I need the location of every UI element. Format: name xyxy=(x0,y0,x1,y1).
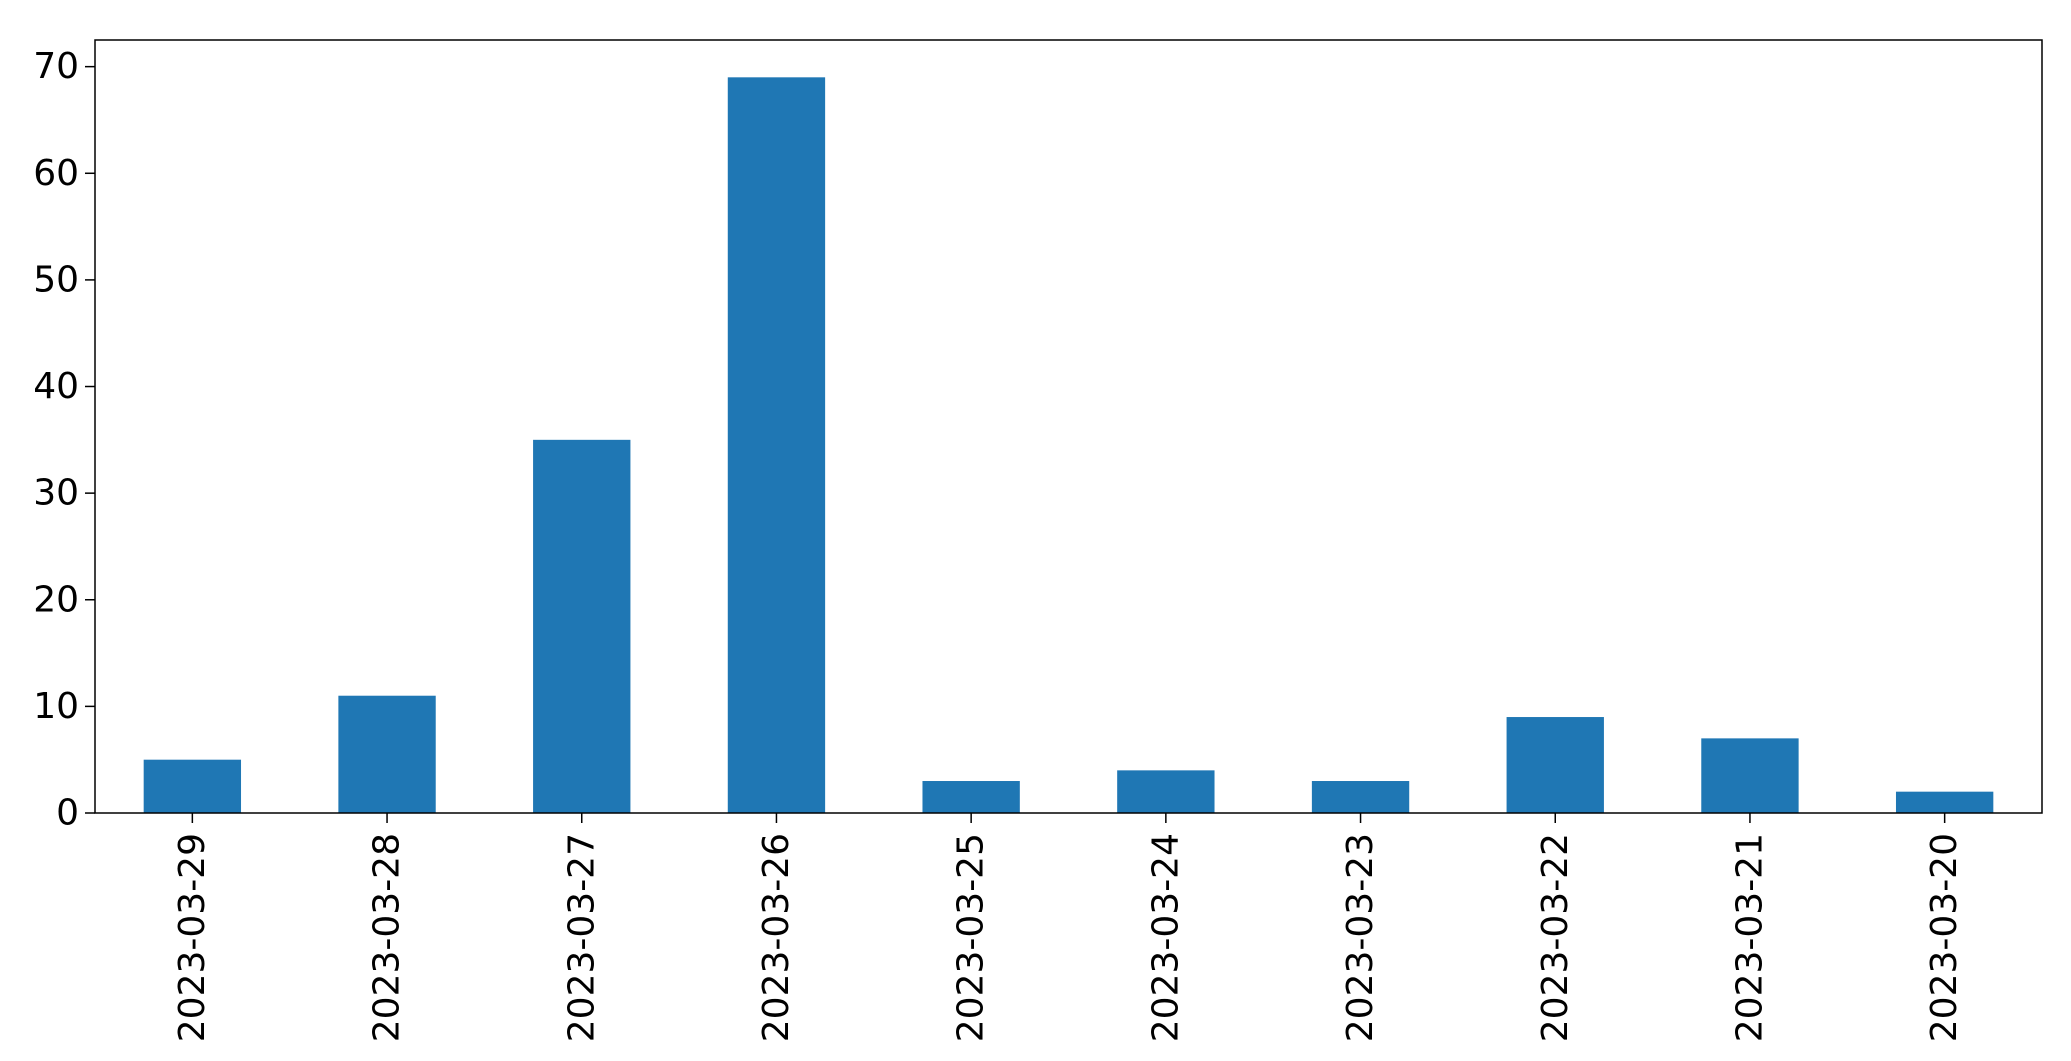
plot-frame xyxy=(94,39,2043,814)
y-tick-label: 40 xyxy=(33,366,79,407)
bar-2023-03-20 xyxy=(1895,791,1994,813)
x-tick-label: 2023-03-22 xyxy=(1535,833,1576,1042)
bar-2023-03-25 xyxy=(922,781,1020,813)
bar-2023-03-27 xyxy=(533,439,631,813)
y-tick-label: 70 xyxy=(33,46,79,87)
x-tick-label: 2023-03-23 xyxy=(1340,833,1381,1042)
x-tick-label: 2023-03-26 xyxy=(756,833,797,1042)
x-tick-label: 2023-03-24 xyxy=(1145,833,1186,1042)
y-tick-label: 30 xyxy=(33,473,79,514)
bar-2023-03-21 xyxy=(1701,738,1799,813)
bars-group xyxy=(143,77,1994,813)
y-tick-label: 0 xyxy=(56,793,79,834)
y-axis: 0 10 20 30 40 50 60 70 xyxy=(33,46,95,834)
x-tick-label: 2023-03-29 xyxy=(172,833,213,1042)
bar-2023-03-22 xyxy=(1506,717,1604,813)
x-tick-label: 2023-03-27 xyxy=(561,833,602,1042)
y-tick-label: 60 xyxy=(33,153,79,194)
bar-2023-03-23 xyxy=(1311,781,1410,813)
y-tick-label: 50 xyxy=(33,259,79,300)
y-tick-label: 20 xyxy=(33,579,79,620)
x-tick-label: 2023-03-21 xyxy=(1729,833,1770,1042)
x-tick-label: 2023-03-20 xyxy=(1924,833,1965,1042)
x-tick-label: 2023-03-28 xyxy=(367,833,408,1042)
bar-2023-03-24 xyxy=(1117,770,1215,813)
x-axis: 2023-03-29 2023-03-28 2023-03-27 2023-03-26… xyxy=(172,813,1965,1042)
y-tick-label: 10 xyxy=(33,686,79,727)
bar-2023-03-29 xyxy=(143,759,242,813)
bar-2023-03-28 xyxy=(338,695,436,813)
x-tick-label: 2023-03-25 xyxy=(951,833,992,1042)
bar-2023-03-26 xyxy=(727,77,826,813)
